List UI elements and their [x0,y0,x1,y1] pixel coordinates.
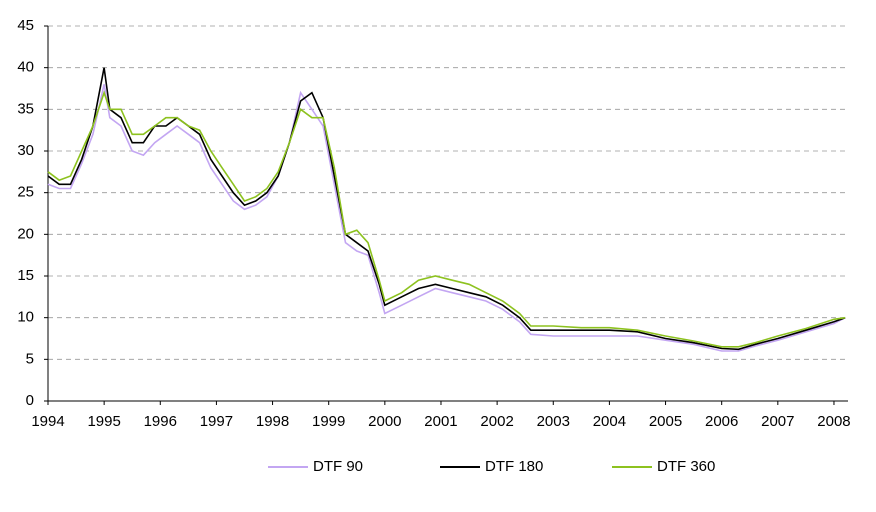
x-tick-label: 1994 [31,413,64,430]
y-tick-label: 25 [17,184,34,201]
x-tick-label: 2004 [593,413,626,430]
data-line [47,67,846,351]
y-tick-label: 5 [26,350,34,367]
x-tick-label: 1995 [87,413,120,430]
y-tick-label: 20 [17,225,34,242]
data-line [47,90,846,348]
legend-label: DTF 360 [657,458,715,475]
y-tick-label: 30 [17,142,34,159]
x-tick-label: 1996 [144,413,177,430]
legend-label: DTF 180 [485,458,543,475]
x-tick-label: 2001 [424,413,457,430]
y-tick-label: 40 [17,59,34,76]
x-tick-label: 1998 [256,413,289,430]
x-tick-label: 2007 [761,413,794,430]
x-tick-label: 1997 [200,413,233,430]
data-line [47,84,846,352]
y-tick-label: 15 [17,267,34,284]
x-tick-label: 1999 [312,413,345,430]
x-tick-label: 2000 [368,413,401,430]
y-tick-label: 10 [17,309,34,326]
y-tick-label: 45 [17,17,34,34]
legend-label: DTF 90 [313,458,363,475]
x-tick-label: 2005 [649,413,682,430]
x-tick-label: 2003 [537,413,570,430]
x-tick-label: 2008 [817,413,850,430]
y-tick-label: 0 [26,392,34,409]
y-tick-label: 35 [17,100,34,117]
x-tick-label: 2002 [480,413,513,430]
x-tick-label: 2006 [705,413,738,430]
